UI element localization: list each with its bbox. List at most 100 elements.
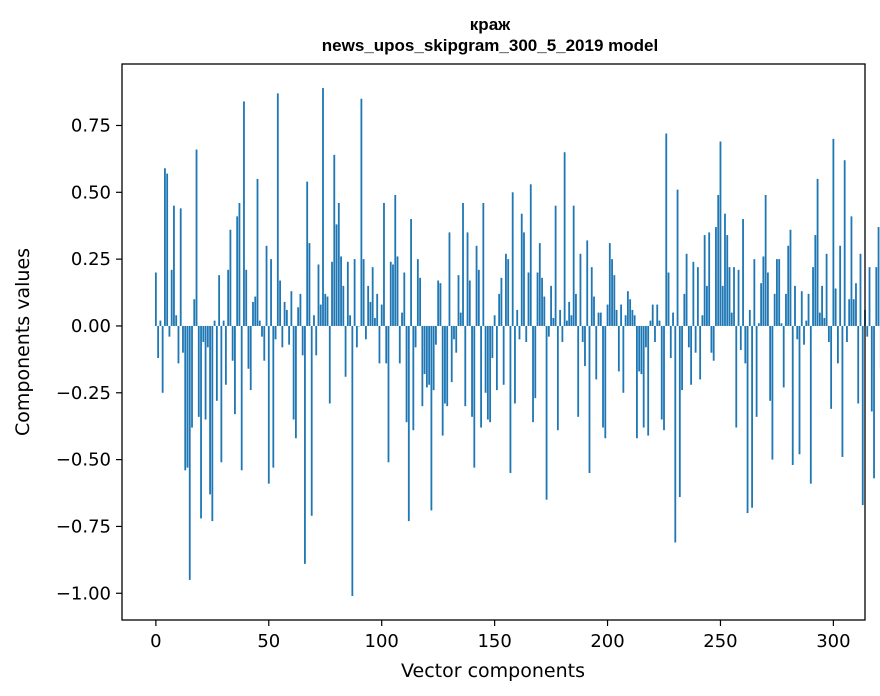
bar-157 <box>509 325 512 473</box>
bar-84 <box>344 325 347 377</box>
bar-293 <box>816 178 819 326</box>
bar-31 <box>224 325 227 385</box>
bar-281 <box>789 229 792 326</box>
y-axis: −1.00 −0.75 −0.50 −0.25 0.00 0.25 0.50 0.75 <box>56 115 122 604</box>
bar-43 <box>252 301 254 326</box>
bar-226 <box>665 133 668 326</box>
bar-106 <box>394 194 397 326</box>
bar-266 <box>755 325 758 417</box>
bar-277 <box>780 323 783 326</box>
bar-182 <box>565 320 568 326</box>
bar-156 <box>507 259 510 326</box>
bar-125 <box>437 280 440 326</box>
bar-109 <box>401 312 403 326</box>
bar-120 <box>425 325 428 388</box>
bar-141 <box>473 325 476 468</box>
bar-246 <box>710 325 713 353</box>
bar-67 <box>306 181 309 326</box>
bar-172 <box>543 296 546 326</box>
bar-243 <box>703 235 706 326</box>
bar-276 <box>778 259 781 326</box>
bar-117 <box>419 277 422 326</box>
bar-202 <box>611 259 613 326</box>
bar-140 <box>471 325 473 417</box>
y-tick-label: −1.00 <box>56 583 111 604</box>
bar-319 <box>875 267 878 326</box>
bar-104 <box>389 261 392 326</box>
bar-113 <box>410 219 412 326</box>
bar-18 <box>195 149 198 326</box>
bar-0 <box>154 272 157 326</box>
bar-3 <box>161 325 164 393</box>
bar-86 <box>349 315 351 326</box>
bar-211 <box>631 309 634 326</box>
bar-22 <box>204 325 207 420</box>
bar-35 <box>234 325 236 415</box>
x-tick-label: 50 <box>257 631 280 652</box>
bar-151 <box>495 325 498 391</box>
bar-298 <box>827 325 830 342</box>
bar-204 <box>615 309 618 326</box>
bar-249 <box>717 194 720 326</box>
bar-73 <box>319 304 322 326</box>
bar-121 <box>428 325 431 385</box>
bar-268 <box>760 283 763 326</box>
bar-146 <box>484 325 487 393</box>
x-axis: 0 50 100 150 200 250 300 <box>150 620 851 652</box>
x-tick-label: 250 <box>703 631 737 652</box>
bar-77 <box>328 325 331 404</box>
bar-254 <box>728 267 731 326</box>
bar-148 <box>489 325 492 423</box>
bar-82 <box>340 256 342 326</box>
bar-155 <box>505 253 507 326</box>
bar-37 <box>238 203 241 326</box>
plot-frame <box>121 63 866 621</box>
bar-78 <box>331 261 333 326</box>
bar-294 <box>818 312 821 326</box>
bar-207 <box>622 325 625 393</box>
bar-53 <box>274 325 277 340</box>
bar-227 <box>667 272 670 326</box>
bar-209 <box>626 291 629 326</box>
bar-76 <box>326 296 329 326</box>
bar-series <box>154 88 880 596</box>
bar-284 <box>796 325 799 340</box>
x-tick-label: 300 <box>816 631 850 652</box>
bar-252 <box>724 213 726 326</box>
bar-190 <box>584 325 586 367</box>
bar-312 <box>859 253 862 326</box>
bar-306 <box>846 325 848 342</box>
y-tick-label: −0.50 <box>56 450 111 471</box>
bar-39 <box>243 101 245 326</box>
x-tick-label: 150 <box>477 631 511 652</box>
bar-152 <box>498 293 501 326</box>
bar-299 <box>830 325 833 409</box>
bar-159 <box>514 325 516 404</box>
bar-212 <box>633 315 636 326</box>
bar-87 <box>351 325 354 596</box>
bar-96 <box>371 267 374 326</box>
bar-230 <box>674 325 677 543</box>
bar-58 <box>285 309 288 326</box>
bar-12 <box>182 325 184 353</box>
bar-83 <box>342 285 345 326</box>
bar-103 <box>387 325 390 463</box>
bar-255 <box>730 312 733 326</box>
bar-260 <box>742 219 744 326</box>
bar-89 <box>355 325 358 348</box>
bar-154 <box>502 325 505 385</box>
bar-220 <box>651 304 654 326</box>
bar-28 <box>218 275 221 326</box>
bar-245 <box>708 232 711 326</box>
bar-135 <box>459 312 462 326</box>
bar-134 <box>457 275 460 326</box>
bar-175 <box>550 285 552 326</box>
y-tick-label: 0.50 <box>71 182 111 203</box>
bar-137 <box>464 325 467 407</box>
bar-297 <box>825 253 828 326</box>
bar-2 <box>159 320 162 326</box>
bar-171 <box>541 277 543 326</box>
bar-69 <box>310 325 313 516</box>
y-tick-label: 0.25 <box>71 249 111 270</box>
chart-subtitle: news_upos_skipgram_300_5_2019 model <box>322 36 658 55</box>
